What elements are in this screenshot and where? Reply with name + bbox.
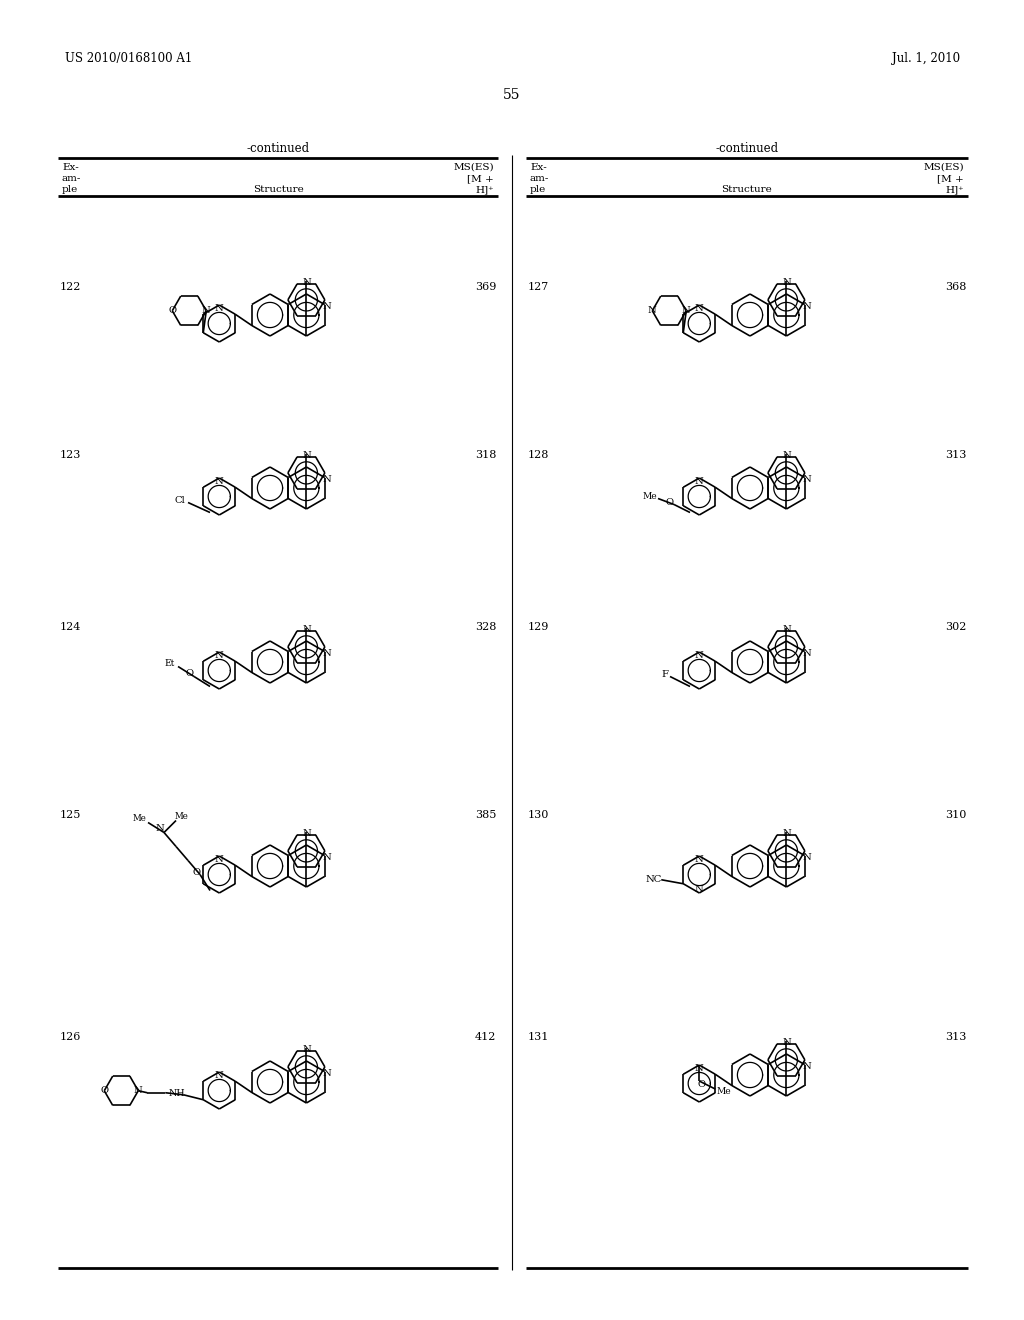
Text: Me: Me [717,1086,731,1096]
Text: Me: Me [643,492,657,502]
Text: US 2010/0168100 A1: US 2010/0168100 A1 [65,51,193,65]
Text: N: N [682,306,690,315]
Text: ple: ple [530,185,546,194]
Text: 128: 128 [528,450,549,459]
Text: Structure: Structure [722,185,772,194]
Text: O: O [100,1086,109,1096]
Text: N: N [782,1038,791,1047]
Text: 124: 124 [60,622,81,632]
Text: 302: 302 [944,622,966,632]
Text: am-: am- [62,174,81,183]
Text: Ex-: Ex- [62,162,79,172]
Text: N: N [648,306,656,315]
Text: N: N [802,853,811,862]
Text: Structure: Structure [253,185,303,194]
Text: N: N [802,475,811,484]
Text: N: N [802,1063,811,1071]
Text: -continued: -continued [247,143,309,154]
Text: N: N [695,304,703,313]
Text: N: N [134,1086,142,1096]
Text: O: O [666,498,674,507]
Text: Ex-: Ex- [530,162,547,172]
Text: N: N [215,854,223,863]
Text: NC: NC [645,875,662,884]
Text: [M +: [M + [937,174,964,183]
Text: NH: NH [169,1089,185,1098]
Text: N: N [302,829,310,838]
Text: -continued: -continued [716,143,778,154]
Text: N: N [323,475,331,484]
Text: 310: 310 [944,810,966,820]
Text: O: O [168,306,176,315]
Text: O: O [193,869,201,876]
Text: Me: Me [133,814,147,822]
Text: N: N [302,1045,310,1053]
Text: N: N [695,886,703,895]
Text: N: N [782,829,791,838]
Text: 125: 125 [60,810,81,820]
Text: 131: 131 [528,1032,549,1041]
Text: N: N [695,477,703,486]
Text: Jul. 1, 2010: Jul. 1, 2010 [892,51,961,65]
Text: N: N [695,1064,703,1073]
Text: N: N [782,279,791,286]
Text: Cl: Cl [175,496,185,506]
Text: ple: ple [62,185,78,194]
Text: N: N [802,649,811,657]
Text: N: N [302,624,310,634]
Text: N: N [323,649,331,657]
Text: N: N [215,651,223,660]
Text: N: N [782,451,791,459]
Text: Et: Et [165,659,175,668]
Text: 318: 318 [475,450,496,459]
Text: MS(ES): MS(ES) [924,162,964,172]
Text: F: F [662,671,669,678]
Text: H]⁺: H]⁺ [945,185,964,194]
Text: [M +: [M + [467,174,494,183]
Text: 313: 313 [944,1032,966,1041]
Text: 368: 368 [944,282,966,292]
Text: 313: 313 [944,450,966,459]
Text: N: N [302,451,310,459]
Text: N: N [695,651,703,660]
Text: 123: 123 [60,450,81,459]
Text: N: N [802,302,811,312]
Text: N: N [323,302,331,312]
Text: N: N [215,304,223,313]
Text: N: N [782,624,791,634]
Text: 55: 55 [503,88,521,102]
Text: 122: 122 [60,282,81,292]
Text: 412: 412 [475,1032,496,1041]
Text: 385: 385 [475,810,496,820]
Text: 328: 328 [475,622,496,632]
Text: 130: 130 [528,810,549,820]
Text: O: O [186,669,195,678]
Text: Me: Me [175,812,189,821]
Text: N: N [323,853,331,862]
Text: am-: am- [530,174,549,183]
Text: O: O [697,1080,706,1089]
Text: N: N [215,477,223,486]
Text: MS(ES): MS(ES) [454,162,494,172]
Text: 126: 126 [60,1032,81,1041]
Text: 129: 129 [528,622,549,632]
Text: N: N [695,854,703,863]
Text: N: N [302,279,310,286]
Text: N: N [202,306,211,315]
Text: 369: 369 [475,282,496,292]
Text: N: N [323,1069,331,1078]
Text: N: N [215,1071,223,1080]
Text: H]⁺: H]⁺ [475,185,494,194]
Text: N: N [156,824,165,833]
Text: 127: 127 [528,282,549,292]
